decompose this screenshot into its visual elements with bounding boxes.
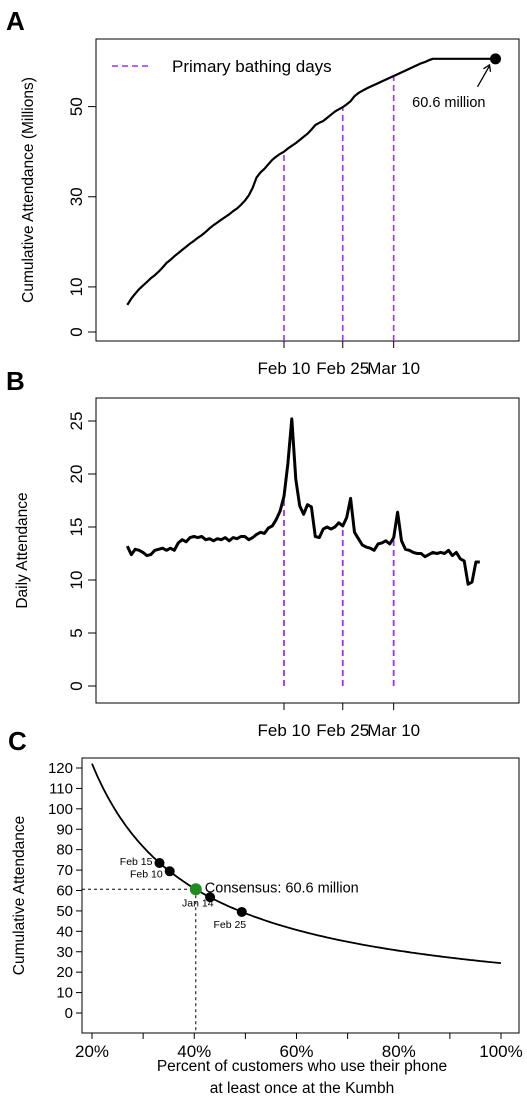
- y-axis-label-a: Cumulative Attendance (Millions): [20, 77, 37, 303]
- annotation-label-a: 60.6 million: [412, 95, 485, 111]
- y-tick-label-b: 25: [67, 412, 86, 431]
- daily-line-b: [125, 417, 480, 586]
- x-tick-label-c: 80%: [382, 1042, 416, 1061]
- x-axis-label-c-line1: Percent of customers who use their phone: [157, 1058, 447, 1075]
- legend-label-a: Primary bathing days: [172, 57, 332, 76]
- attendance-curve-c: [91, 763, 502, 964]
- y-tick-label-c: 50: [56, 903, 73, 920]
- x-tick-label-c: 60%: [279, 1042, 313, 1061]
- panel-c-frame: [81, 757, 520, 1034]
- x-tick-label-c: 40%: [177, 1042, 211, 1061]
- data-point-c: [189, 883, 202, 896]
- y-tick-label-c: 20: [56, 964, 73, 981]
- y-tick-label-c: 90: [56, 821, 73, 838]
- y-tick-label-c: 70: [56, 862, 73, 879]
- data-point-c: [205, 892, 216, 903]
- panel-b-letter: B: [6, 366, 25, 396]
- y-tick-label-a: 50: [67, 97, 86, 116]
- x-tick-label-a: Mar 10: [367, 359, 420, 378]
- data-point-label-c: Jan 14: [182, 897, 214, 909]
- y-tick-label-b: 0: [67, 681, 86, 690]
- x-tick-label-b: Mar 10: [367, 721, 420, 740]
- consensus-annotation-c: Consensus: 60.6 million: [205, 880, 359, 896]
- y-tick-label-c: 80: [56, 842, 73, 859]
- y-tick-label-c: 0: [65, 1005, 73, 1022]
- y-axis-label-b: Daily Attendance: [14, 492, 31, 608]
- y-tick-label-b: 5: [67, 628, 86, 637]
- data-point-label-c: Feb 10: [130, 868, 163, 880]
- panel-b-frame: [95, 397, 520, 704]
- data-point-c: [154, 857, 165, 868]
- y-tick-label-a: 30: [67, 187, 86, 206]
- y-tick-label-c: 110: [49, 780, 73, 797]
- x-tick-label-a: Feb 10: [258, 359, 311, 378]
- panel-a-frame: [95, 38, 520, 342]
- y-tick-label-c: 40: [56, 923, 73, 940]
- data-point-c: [164, 866, 175, 877]
- data-point-label-c: Feb 15: [120, 856, 153, 868]
- y-tick-label-b: 15: [67, 518, 86, 537]
- y-tick-label-b: 10: [67, 571, 86, 590]
- end-point-dot-a: [490, 53, 501, 65]
- x-axis-label-c-line2: at least once at the Kumbh: [210, 1080, 394, 1097]
- data-point-c: [236, 906, 247, 917]
- annotation-arrowhead-a: [483, 63, 492, 72]
- y-tick-label-c: 120: [48, 760, 73, 777]
- y-tick-label-c: 100: [48, 801, 73, 818]
- annotation-arrow-a: [476, 65, 491, 88]
- y-tick-label-c: 30: [56, 944, 73, 961]
- y-axis-label-c: Cumulative Attendance: [11, 816, 28, 975]
- panel-a-letter: A: [6, 6, 25, 36]
- panel-c: 0 10 20 30 40 50 60 70 80 90 100 110 120 20% 40% 60% 80%…: [11, 760, 523, 1097]
- x-tick-label-c: 20%: [75, 1042, 109, 1061]
- x-tick-label-b: Feb 25: [316, 721, 369, 740]
- cumulative-line-a: [126, 57, 496, 306]
- y-tick-label-b: 20: [67, 465, 86, 484]
- data-point-label-c: Feb 25: [213, 919, 246, 931]
- y-tick-label-c: 60: [56, 883, 73, 900]
- panel-c-letter: C: [8, 726, 27, 756]
- x-tick-label-c: 100%: [479, 1042, 522, 1061]
- y-tick-label-c: 10: [56, 985, 73, 1002]
- x-tick-label-b: Feb 10: [258, 721, 311, 740]
- y-tick-label-a: 10: [67, 277, 86, 296]
- x-tick-label-a: Feb 25: [316, 359, 369, 378]
- y-tick-label-a: 0: [67, 327, 86, 336]
